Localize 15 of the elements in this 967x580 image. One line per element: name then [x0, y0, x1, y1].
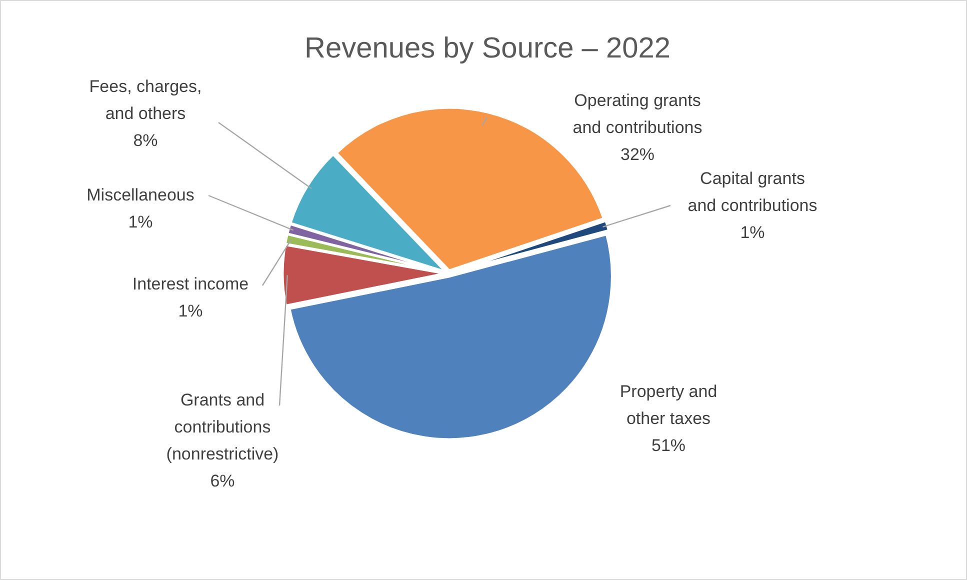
slice-label: Miscellaneous: [86, 186, 194, 204]
data-label: 51%: [651, 436, 686, 455]
slice-label: Property and other taxes: [620, 382, 718, 428]
slice-label: Operating grants and contributions: [572, 91, 702, 137]
slice-label: Capital grants and contributions: [688, 169, 818, 215]
data-label: 6%: [210, 472, 235, 490]
chart-title: Revenues by Source – 2022: [304, 32, 670, 64]
slice-label: Grants and contributions (nonrestrictive): [166, 390, 279, 464]
data-label: 8%: [133, 131, 158, 150]
slice-label: Interest income: [132, 274, 249, 294]
slice-label: Fees, charges, and others: [89, 77, 202, 123]
data-label: 32%: [620, 145, 655, 164]
data-label: 1%: [178, 302, 203, 320]
data-label: 1%: [740, 223, 765, 242]
data-label: 1%: [128, 212, 153, 232]
